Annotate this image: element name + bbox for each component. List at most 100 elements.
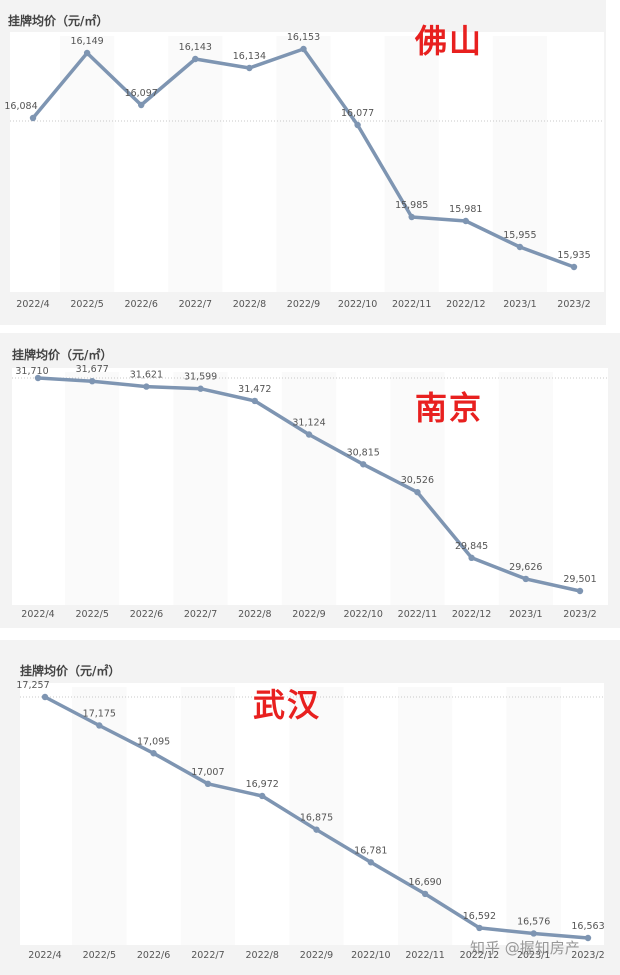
data-point [83, 49, 91, 57]
data-point [421, 890, 429, 898]
x-tick-label: 2022/6 [137, 950, 170, 961]
data-label: 16,563 [571, 921, 604, 932]
data-label: 15,985 [395, 200, 428, 211]
data-label: 30,526 [401, 475, 434, 486]
data-label: 16,134 [233, 51, 266, 62]
data-point [34, 374, 42, 382]
data-label: 29,845 [455, 541, 488, 552]
data-point [96, 722, 103, 729]
chart-panel-wuhan: 17,257 17,175 17,095 17,007 16,972 16,875 16,7… [0, 640, 620, 975]
foshan-line-chart: 16,084 16,149 16,097 16,143 16,134 16,153 16,0… [4, 32, 604, 310]
chart-panel-foshan: 16,084 16,149 16,097 16,143 16,134 16,153 16,0… [0, 0, 606, 325]
column-band [72, 687, 127, 945]
nanjing-line-chart: 31,710 31,677 31,621 31,599 31,472 31,124 30,8… [12, 364, 608, 620]
y-axis-title: 挂牌均价（元/㎡） [8, 14, 109, 28]
data-point [468, 554, 475, 562]
data-point [29, 114, 37, 122]
data-label: 15,935 [557, 250, 590, 261]
data-point [89, 377, 96, 385]
x-tick-label: 2022/12 [446, 299, 485, 310]
data-point [143, 383, 150, 390]
data-point [41, 693, 49, 701]
x-tick-label: 2022/10 [343, 609, 382, 620]
y-axis-title: 挂牌均价（元/㎡） [20, 664, 121, 678]
chart-panel-nanjing: 31,710 31,677 31,621 31,599 31,472 31,124 30,8… [0, 333, 620, 628]
x-tick-label: 2023/1 [517, 950, 550, 961]
data-label: 17,175 [83, 708, 116, 719]
data-label: 31,621 [130, 370, 163, 381]
data-label: 17,257 [16, 680, 49, 691]
x-tick-label: 2022/4 [21, 609, 54, 620]
data-point [462, 217, 469, 225]
column-band [180, 687, 236, 945]
x-tick-label: 2022/12 [452, 609, 491, 620]
x-tick-label: 2022/10 [338, 299, 377, 310]
column-band [168, 36, 223, 292]
x-tick-label: 2022/7 [191, 950, 224, 961]
data-label: 31,710 [15, 366, 48, 377]
data-point [354, 121, 361, 129]
x-tick-label: 2022/4 [28, 950, 61, 961]
data-point [192, 55, 199, 63]
data-label: 16,149 [70, 36, 103, 47]
x-tick-label: 2023/2 [557, 299, 590, 310]
column-band [65, 372, 120, 605]
data-label: 16,153 [287, 32, 320, 43]
data-point [313, 826, 320, 833]
x-tick-label: 2022/9 [287, 299, 320, 310]
column-band [384, 36, 439, 292]
data-point [259, 792, 266, 800]
x-tick-label: 2022/8 [238, 609, 271, 620]
data-label: 16,143 [179, 42, 212, 53]
data-label: 17,095 [137, 736, 170, 747]
data-point [367, 859, 374, 866]
data-point [522, 575, 529, 583]
x-tick-label: 2022/10 [351, 950, 390, 961]
data-point [300, 45, 307, 53]
x-tick-label: 2022/7 [184, 609, 217, 620]
data-point [516, 243, 524, 251]
data-label: 29,626 [509, 562, 542, 573]
x-tick-label: 2022/5 [75, 609, 108, 620]
column-band [390, 372, 445, 605]
data-label: 17,007 [191, 767, 224, 778]
data-label: 16,576 [517, 916, 550, 927]
data-point [246, 64, 253, 72]
x-tick-label: 2023/1 [503, 299, 536, 310]
data-label: 16,781 [354, 845, 387, 856]
x-tick-label: 2022/5 [70, 299, 103, 310]
data-point [150, 750, 157, 757]
data-point [576, 587, 584, 595]
city-title: 武汉 [253, 686, 322, 724]
data-point [414, 488, 421, 496]
column-band [276, 36, 331, 292]
data-point [360, 461, 367, 468]
x-tick-label: 2022/6 [124, 299, 157, 310]
x-tick-label: 2022/11 [405, 950, 444, 961]
watermark-text: 知乎 @握知房产 [470, 939, 580, 957]
x-tick-label: 2023/1 [509, 609, 542, 620]
x-tick-label: 2022/4 [16, 299, 49, 310]
column-band [506, 687, 561, 945]
column-band [289, 687, 344, 945]
data-label: 16,972 [246, 779, 279, 790]
data-point [305, 431, 313, 438]
data-point [584, 934, 592, 942]
data-point [138, 101, 145, 109]
data-point [570, 263, 578, 271]
x-tick-label: 2022/8 [245, 950, 278, 961]
data-point [197, 385, 204, 392]
data-label: 29,501 [563, 574, 596, 585]
data-label: 16,097 [125, 88, 158, 99]
wuhan-line-chart: 17,257 17,175 17,095 17,007 16,972 16,875 16,7… [16, 680, 604, 961]
data-point [530, 930, 537, 937]
x-tick-label: 2022/11 [398, 609, 437, 620]
data-label: 15,981 [449, 204, 482, 215]
x-tick-label: 2022/9 [300, 950, 333, 961]
x-tick-label: 2022/7 [179, 299, 212, 310]
x-tick-label: 2022/5 [83, 950, 116, 961]
x-tick-label: 2023/2 [571, 950, 604, 961]
x-tick-label: 2022/12 [460, 950, 499, 961]
data-label: 31,599 [184, 372, 217, 383]
column-band [60, 36, 115, 292]
